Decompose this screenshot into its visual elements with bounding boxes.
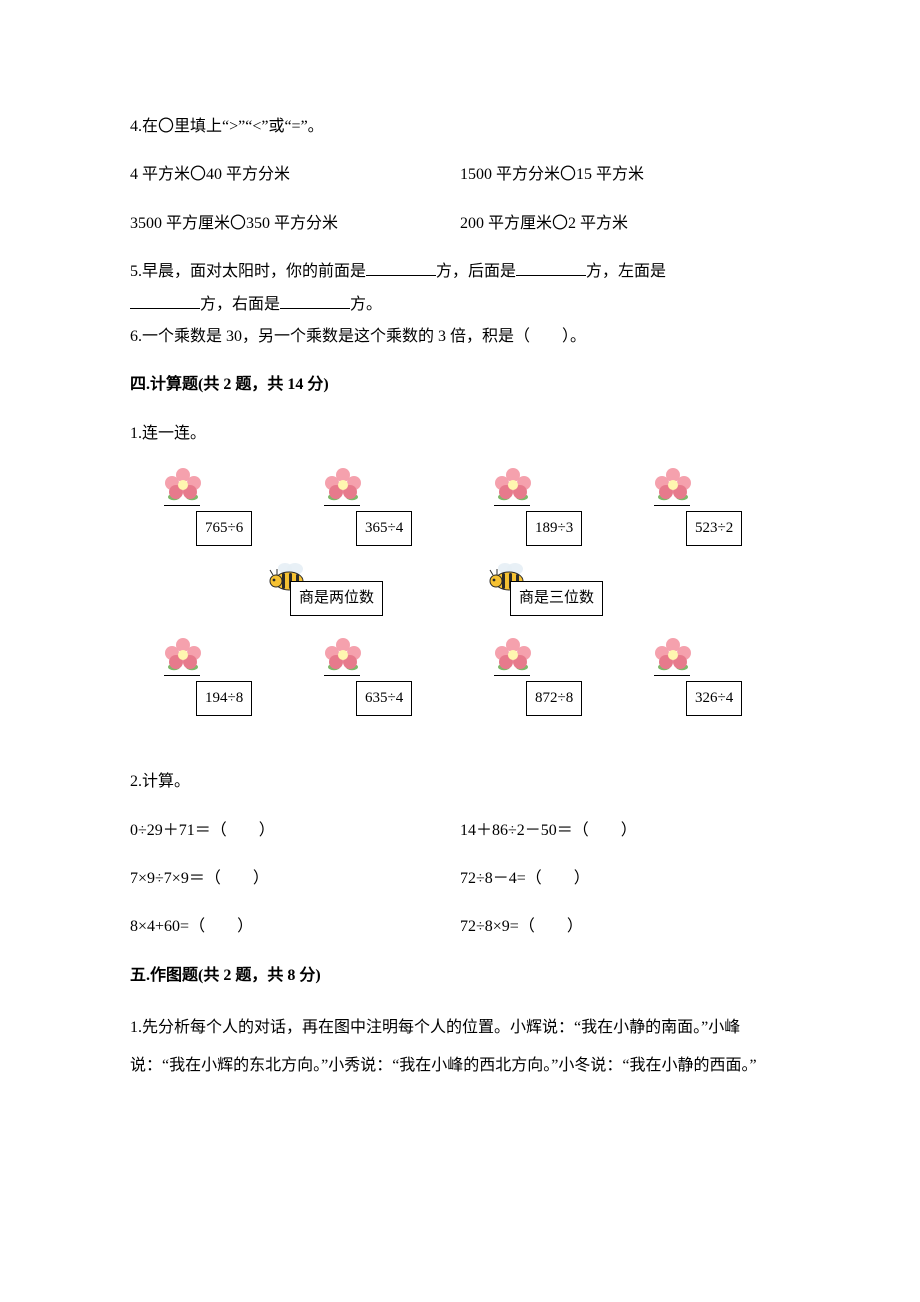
connector-line (494, 675, 530, 676)
connector-line (654, 505, 690, 506)
match-category-0: 商是两位数 (290, 581, 383, 616)
q4-row-1-left: 3500 平方厘米〇350 平方分米 (130, 209, 460, 239)
section4-heading: 四.计算题(共 2 题，共 14 分) (130, 370, 790, 400)
calc-row-1-left: 7×9÷7×9＝（ ） (130, 864, 460, 894)
q5-blank-3[interactable] (130, 292, 200, 309)
match-category-1: 商是三位数 (510, 581, 603, 616)
calc-row-0-left: 0÷29＋71＝（ ） (130, 816, 460, 846)
section5-heading: 五.作图题(共 2 题，共 8 分) (130, 961, 790, 991)
q4-prompt: 4.在〇里填上“>”“<”或“=”。 (130, 112, 790, 142)
q5-suffix: 方。 (350, 296, 382, 313)
connector-line (494, 505, 530, 506)
match-top-2: 189÷3 (526, 511, 582, 546)
flower-icon (650, 637, 696, 675)
match-bottom-0: 194÷8 (196, 681, 252, 716)
flower-icon (160, 637, 206, 675)
calc-row-2-left: 8×4+60=（ ） (130, 912, 460, 942)
match-top-3: 523÷2 (686, 511, 742, 546)
match-bottom-3: 326÷4 (686, 681, 742, 716)
flower-icon (490, 467, 536, 505)
q4-row-1-right: 200 平方厘米〇2 平方米 (460, 209, 790, 239)
q4-row-0-right: 1500 平方分米〇15 平方米 (460, 160, 790, 190)
match-top-1: 365÷4 (356, 511, 412, 546)
section4-q2-label: 2.计算。 (130, 767, 790, 797)
calc-row-1-right: 72÷8－4=（ ） (460, 864, 790, 894)
match-bottom-1: 635÷4 (356, 681, 412, 716)
flower-icon (320, 467, 366, 505)
q5-blank-4[interactable] (280, 292, 350, 309)
q5-mid2: 方，左面是 (586, 263, 666, 280)
q5-prefix: 5.早晨，面对太阳时，你的前面是 (130, 263, 366, 280)
connector-line (654, 675, 690, 676)
connector-line (164, 675, 200, 676)
matching-diagram: 765÷6 365÷4 189÷3 (130, 467, 770, 727)
q6: 6.一个乘数是 30，另一个乘数是这个乘数的 3 倍，积是（ ）。 (130, 322, 790, 352)
section4-q1-label: 1.连一连。 (130, 419, 790, 449)
calc-row-1: 7×9÷7×9＝（ ） 72÷8－4=（ ） (130, 864, 790, 894)
flower-icon (320, 637, 366, 675)
q5-blank-1[interactable] (366, 259, 436, 276)
flower-icon (650, 467, 696, 505)
q4-row-1: 3500 平方厘米〇350 平方分米 200 平方厘米〇2 平方米 (130, 209, 790, 239)
q4-row-0-left: 4 平方米〇40 平方分米 (130, 160, 460, 190)
worksheet-page: 4.在〇里填上“>”“<”或“=”。 4 平方米〇40 平方分米 1500 平方… (0, 0, 920, 1148)
calc-row-0-right: 14＋86÷2－50＝（ ） (460, 816, 790, 846)
q5-line2-mid: 方，右面是 (200, 296, 280, 313)
section5-q1: 1.先分析每个人的对话，再在图中注明每个人的位置。小辉说：“我在小静的南面。”小… (130, 1009, 790, 1086)
q5-line1: 5.早晨，面对太阳时，你的前面是 方，后面是 方，左面是 (130, 257, 790, 287)
q5-mid1: 方，后面是 (436, 263, 516, 280)
connector-line (324, 675, 360, 676)
connector-line (324, 505, 360, 506)
flower-icon (490, 637, 536, 675)
q4-row-0: 4 平方米〇40 平方分米 1500 平方分米〇15 平方米 (130, 160, 790, 190)
calc-row-0: 0÷29＋71＝（ ） 14＋86÷2－50＝（ ） (130, 816, 790, 846)
flower-icon (160, 467, 206, 505)
calc-row-2: 8×4+60=（ ） 72÷8×9=（ ） (130, 912, 790, 942)
q5-blank-2[interactable] (516, 259, 586, 276)
q5-line2: 方，右面是 方。 (130, 290, 790, 320)
calc-row-2-right: 72÷8×9=（ ） (460, 912, 790, 942)
connector-line (164, 505, 200, 506)
match-bottom-2: 872÷8 (526, 681, 582, 716)
match-top-0: 765÷6 (196, 511, 252, 546)
